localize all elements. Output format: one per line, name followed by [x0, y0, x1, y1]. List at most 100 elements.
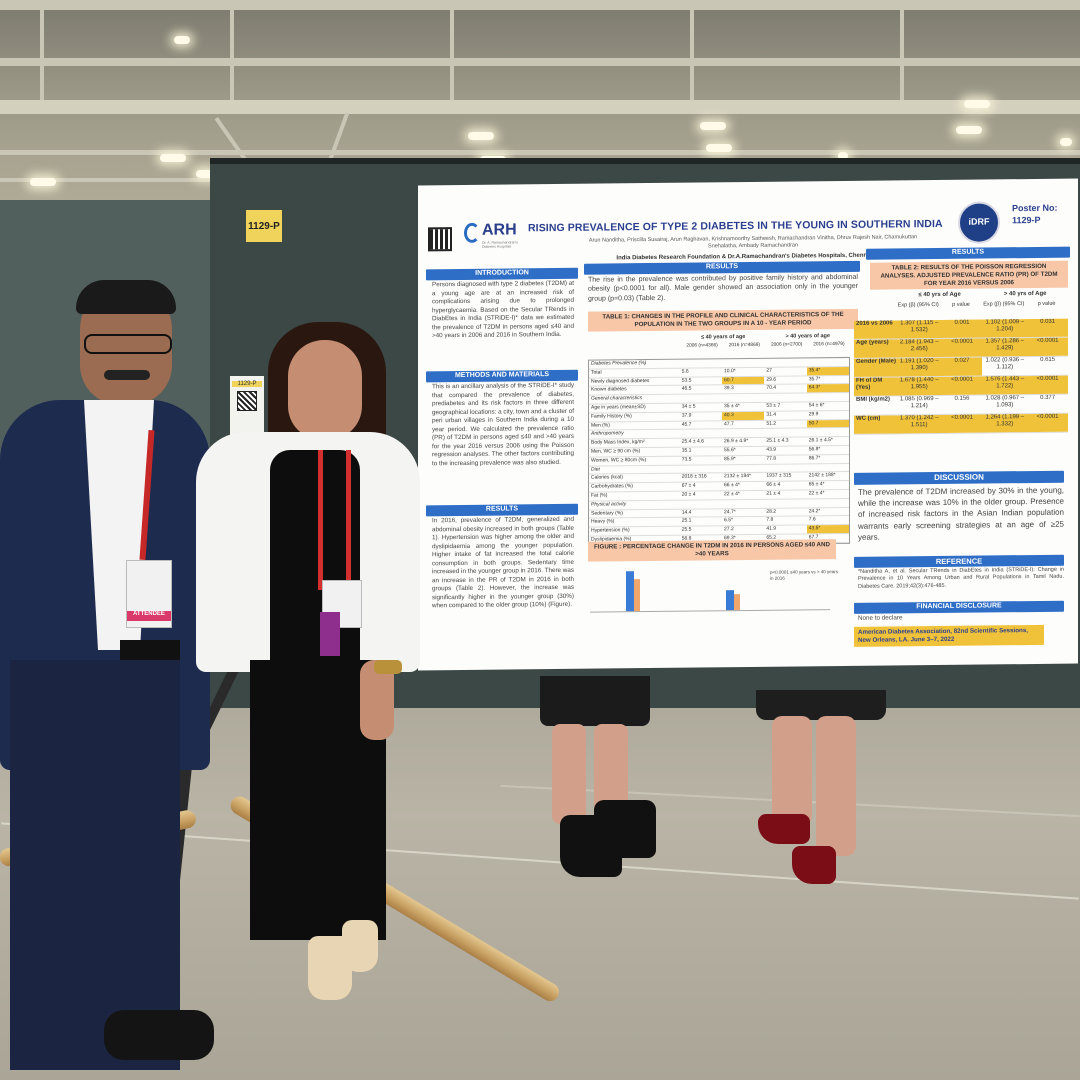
watch-icon: [374, 660, 402, 674]
table2-cell: 0.377: [1040, 394, 1056, 401]
table1-cell: 67 ± 4: [681, 482, 696, 489]
table1-row-label: Diabetes Prevalence (%): [591, 360, 647, 367]
glasses-icon: [84, 334, 172, 354]
table1-year-header: 2016 (n=4979): [813, 341, 845, 348]
figure-bar-young-2006: [634, 579, 640, 612]
table2-cell: 1.264 (1.199 – 1.332): [982, 414, 1026, 433]
table1-row-label: Women, WC ≥ 80cm (%): [591, 456, 647, 464]
table2-cell: 1.022 (0.936 – 1.112): [985, 357, 1025, 370]
reference-text: *Nanditha A, et al. Secular TRends in Di…: [858, 566, 1064, 590]
table2-cell: 0.027: [939, 357, 983, 376]
table1-year-header: 2016 (n=4869): [728, 342, 761, 349]
table1-cell: 54 ± 6*: [808, 402, 825, 409]
table2-row-label: WC (cm): [854, 415, 897, 434]
table1-cell: [807, 464, 849, 472]
table2-col-header-cell: Exp (β) (95% CI): [897, 302, 939, 309]
poster-title: RISING PREVALENCE OF TYPE 2 DIABETES IN …: [528, 217, 943, 235]
research-poster: ARH Dr. A. Ramachandran's Diabetes Hospi…: [418, 178, 1078, 671]
table1-cell: 21 ± 4: [766, 490, 781, 497]
table1-cell: 55.6*: [724, 447, 736, 454]
table1-row-label: Sedentary (%): [591, 509, 623, 517]
table1-title: TABLE 1: CHANGES IN THE PROFILE AND CLIN…: [588, 308, 858, 332]
table2-cell: <0.0001: [939, 338, 983, 357]
table1-cell: 41.9: [766, 525, 777, 532]
table1-row-label: Hypertension (%): [591, 527, 630, 534]
table1-cell: [807, 428, 849, 436]
table1-cell: [680, 430, 722, 438]
table1-cell: [764, 358, 806, 366]
table2-col-header-cell: Exp (β) (95% CI): [983, 301, 1025, 308]
table1-cell: [722, 500, 764, 508]
board-qr-card: 1129-P: [230, 376, 264, 438]
table1-cell: 31.4: [766, 411, 777, 418]
table1-row-label: General characteristics: [591, 395, 643, 402]
table2-cell: 0.001: [939, 319, 983, 338]
table2-cell: 2.184 (1.943 – 2.456): [896, 338, 940, 358]
board-number-label: 1129-P: [246, 210, 282, 242]
table2-row: FH of DM (Yes) 1.678 (1.440 – 1.955) <0.00…: [854, 375, 1068, 397]
table2-cell: <0.0001: [939, 414, 983, 433]
table2-row-label: Age (years): [854, 339, 897, 358]
table1-cell: 70.4: [766, 385, 777, 392]
figure-bar-old-2006: [734, 594, 740, 611]
qr-code-icon: [237, 391, 257, 411]
table1-cell: 20 ± 4: [681, 491, 696, 498]
table1-cell: 37.9: [681, 412, 692, 419]
table1-cell: 26.1 ± 4.5*: [808, 437, 833, 444]
woman-ribbon: [320, 612, 340, 656]
table2-cell: 1.191 (1.020 – 1.390): [896, 357, 940, 377]
table1-cell: 27.2: [724, 526, 734, 533]
methods-text: This is an ancillary analysis of the STR…: [432, 381, 574, 467]
table1-cell: [722, 359, 764, 367]
table2-group-header: ≤ 40 yrs of Age > 40 yrs of Age: [854, 291, 1068, 301]
figure-bar-old-2016: [726, 590, 734, 611]
figure-bar-young-2016: [626, 571, 634, 612]
table1-cell: 46.5: [681, 385, 692, 393]
table2-row-label: 2016 vs 2006: [854, 320, 897, 339]
arh-logo-text: ARH: [482, 221, 517, 239]
table1-cell: 28.2: [766, 508, 777, 515]
table1-cell: 53.5: [681, 377, 692, 384]
table1-cell: 29.6: [766, 376, 777, 383]
table2-cell: <0.0001: [1025, 337, 1068, 357]
table1-cell: [722, 394, 764, 402]
table1-cell: 10.0*: [724, 367, 736, 375]
table1-cell: 35.7*: [808, 375, 821, 382]
table1-cell: 50.7: [806, 419, 850, 428]
woman-top: [270, 450, 360, 670]
section-introduction: INTRODUCTION: [426, 267, 578, 281]
table1-cell: 25.1 ± 4.3: [766, 437, 789, 444]
table1-cell: 35 ± 4*: [724, 403, 740, 410]
table1-cell: 64.3*: [806, 384, 850, 393]
man-trousers: [10, 660, 180, 1070]
table1-row-label: Diet: [591, 466, 600, 473]
table2-cell: 1.307 (1.115 – 1.532): [896, 319, 940, 339]
table1-row-label: Heavy (%): [591, 518, 615, 525]
table1-cell: 85.9*: [724, 455, 736, 463]
arh-logo-subtitle: Dr. A. Ramachandran's Diabetes Hospitals: [482, 240, 518, 250]
woman-badge: [322, 580, 362, 628]
table1-cell: 27: [766, 367, 772, 374]
table1-cell: 65 ± 4*: [808, 481, 825, 488]
table2-cell: 1.678 (1.440 – 1.955): [896, 376, 940, 396]
man-badge: ATTENDEE: [126, 560, 172, 628]
table1-group1: ≤ 40 years of age: [701, 334, 746, 341]
table1-cell: 43.9: [766, 446, 777, 453]
woman-face: [288, 340, 362, 440]
badge-label: ATTENDEE: [127, 611, 171, 621]
table2-row-label: BMI (kg/m2): [856, 396, 891, 403]
table2-row: 2016 vs 2006 1.307 (1.115 – 1.532) 0.001 1.…: [854, 318, 1068, 340]
section-methods: METHODS AND MATERIALS: [426, 369, 578, 383]
table2-cell: 1.576 (1.443 – 1.722): [982, 376, 1026, 395]
table1-cell: [807, 499, 849, 507]
arh-logo-icon: [464, 222, 480, 243]
table1-cell: 43.5*: [806, 525, 850, 534]
table1-cell: [680, 465, 722, 473]
table1-cell: 14.4: [681, 509, 692, 516]
table2-group1: ≤ 40 yrs of Age: [918, 291, 961, 299]
table1-cell: 51.2: [766, 420, 777, 427]
conference-footer: American Diabetes Association, 82nd Scie…: [854, 624, 1044, 648]
table1-row-label: Carbohydrates (%): [591, 483, 633, 490]
table1-cell: 29.9: [808, 411, 819, 418]
introduction-text: Persons diagnosed with type 2 diabetes (…: [432, 279, 574, 340]
